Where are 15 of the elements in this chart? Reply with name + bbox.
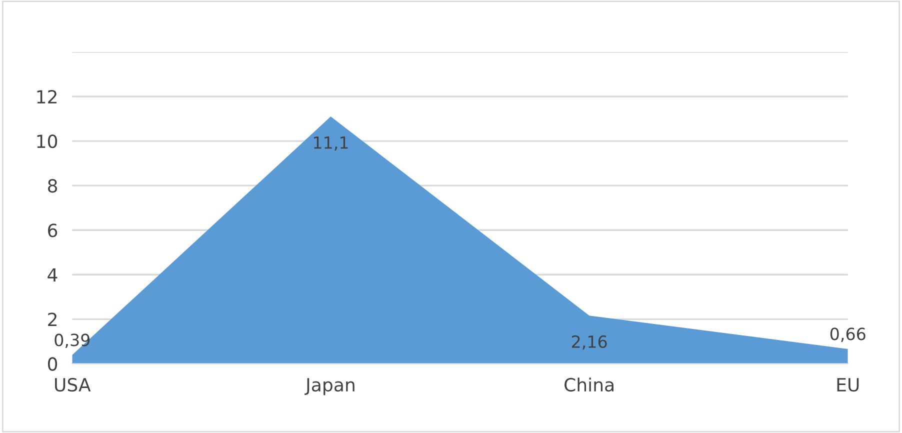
x-tick-label: China	[564, 378, 614, 392]
y-tick-label: 0	[48, 357, 58, 371]
y-tick-label: 6	[48, 224, 58, 238]
y-tick-label: 10	[37, 134, 58, 148]
data-label: 0,39	[54, 334, 90, 348]
data-label: 2,16	[572, 335, 607, 350]
data-label: 11,1	[314, 136, 348, 151]
x-tick-label: USA	[55, 378, 91, 392]
y-tick-label: 4	[48, 268, 58, 282]
x-tick-label: EU	[837, 378, 859, 392]
x-tick-label: Japan	[304, 378, 354, 396]
data-label: 0,66	[830, 328, 866, 342]
y-tick-label: 2	[48, 312, 56, 326]
y-tick-label: 12	[37, 90, 56, 104]
y-tick-label: 8	[48, 179, 58, 193]
